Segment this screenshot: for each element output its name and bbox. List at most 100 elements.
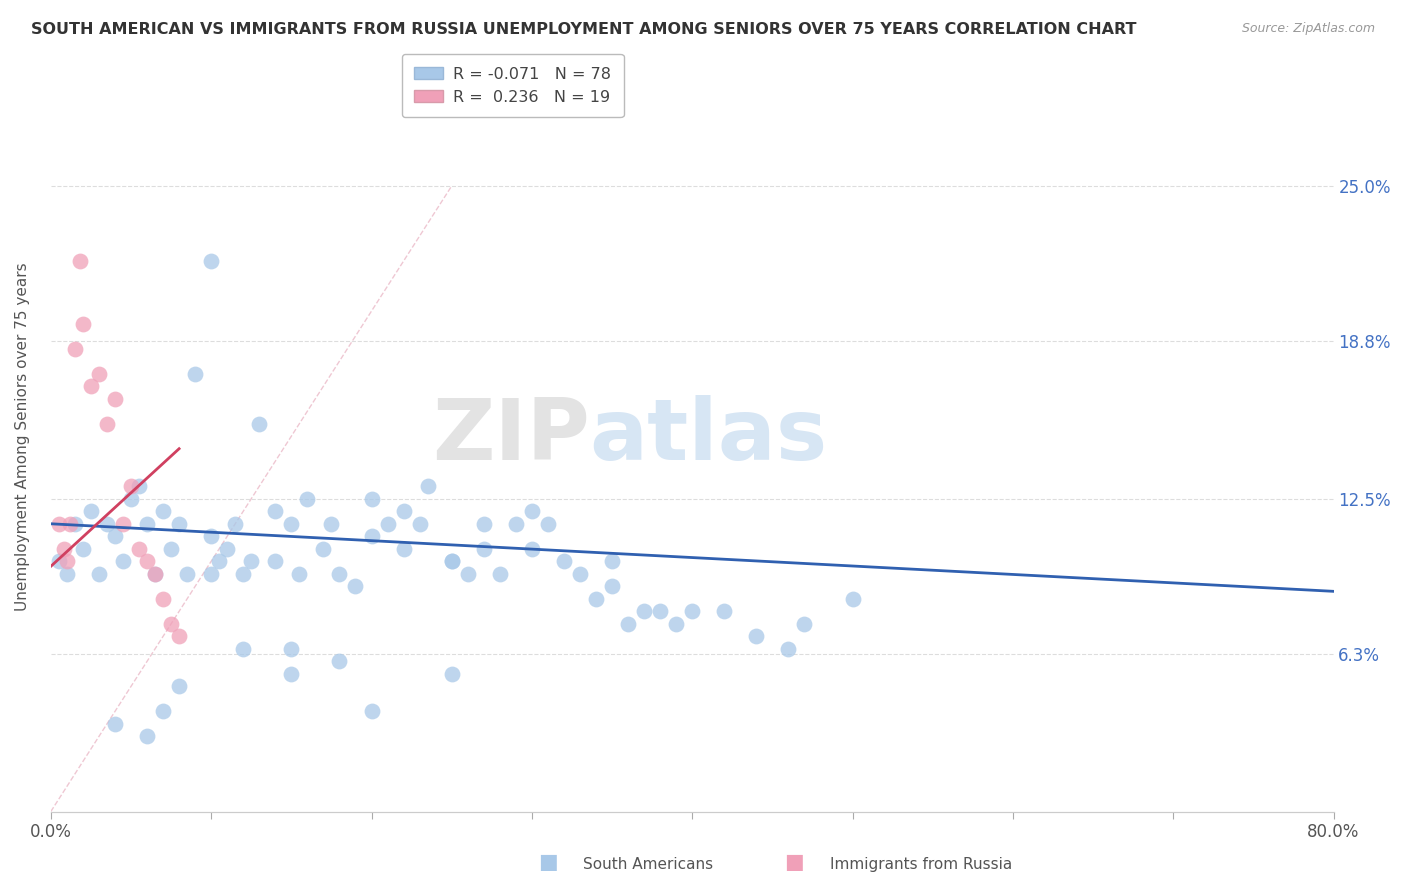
Point — [440, 554, 463, 568]
Point — [104, 529, 127, 543]
Text: atlas: atlas — [589, 394, 828, 478]
Point — [392, 541, 415, 556]
Point — [288, 566, 311, 581]
Point — [111, 554, 134, 568]
Point — [585, 591, 607, 606]
Point — [104, 392, 127, 406]
Point — [128, 541, 150, 556]
Point — [120, 491, 142, 506]
Point — [59, 516, 82, 531]
Point — [681, 604, 703, 618]
Point — [321, 516, 343, 531]
Point — [200, 529, 222, 543]
Point — [408, 516, 430, 531]
Point — [48, 516, 70, 531]
Point — [793, 616, 815, 631]
Point — [297, 491, 319, 506]
Point — [568, 566, 591, 581]
Point — [328, 566, 350, 581]
Point — [841, 591, 863, 606]
Point — [633, 604, 655, 618]
Point — [488, 566, 510, 581]
Text: South Americans: South Americans — [583, 857, 714, 872]
Point — [143, 566, 166, 581]
Point — [120, 479, 142, 493]
Point — [200, 566, 222, 581]
Point — [600, 554, 623, 568]
Point — [136, 554, 159, 568]
Point — [416, 479, 439, 493]
Point — [745, 629, 768, 643]
Point — [56, 566, 79, 581]
Point — [80, 504, 103, 518]
Point — [52, 541, 75, 556]
Point — [440, 554, 463, 568]
Point — [217, 541, 239, 556]
Point — [72, 541, 94, 556]
Point — [136, 516, 159, 531]
Point — [600, 579, 623, 593]
Point — [472, 541, 495, 556]
Point — [96, 516, 118, 531]
Point — [328, 654, 350, 668]
Point — [56, 554, 79, 568]
Point — [280, 516, 302, 531]
Legend: R = -0.071   N = 78, R =  0.236   N = 19: R = -0.071 N = 78, R = 0.236 N = 19 — [402, 54, 623, 118]
Point — [377, 516, 399, 531]
Point — [520, 541, 543, 556]
Text: ZIP: ZIP — [432, 394, 589, 478]
Point — [184, 367, 207, 381]
Point — [713, 604, 735, 618]
Point — [224, 516, 246, 531]
Y-axis label: Unemployment Among Seniors over 75 years: Unemployment Among Seniors over 75 years — [15, 262, 30, 610]
Point — [617, 616, 640, 631]
Point — [648, 604, 671, 618]
Point — [63, 342, 86, 356]
Point — [111, 516, 134, 531]
Point — [152, 504, 174, 518]
Point — [472, 516, 495, 531]
Point — [240, 554, 263, 568]
Text: ■: ■ — [538, 853, 558, 872]
Point — [232, 641, 254, 656]
Text: ■: ■ — [785, 853, 804, 872]
Point — [48, 554, 70, 568]
Point — [72, 317, 94, 331]
Point — [208, 554, 231, 568]
Point — [152, 705, 174, 719]
Point — [280, 666, 302, 681]
Point — [160, 541, 183, 556]
Point — [104, 717, 127, 731]
Point — [247, 417, 270, 431]
Point — [176, 566, 198, 581]
Point — [136, 730, 159, 744]
Point — [160, 616, 183, 631]
Text: Source: ZipAtlas.com: Source: ZipAtlas.com — [1241, 22, 1375, 36]
Point — [96, 417, 118, 431]
Point — [232, 566, 254, 581]
Point — [63, 516, 86, 531]
Point — [80, 379, 103, 393]
Point — [440, 666, 463, 681]
Point — [360, 705, 382, 719]
Point — [520, 504, 543, 518]
Point — [167, 680, 190, 694]
Point — [128, 479, 150, 493]
Point — [553, 554, 575, 568]
Point — [778, 641, 800, 656]
Point — [152, 591, 174, 606]
Point — [69, 254, 91, 268]
Point — [143, 566, 166, 581]
Point — [344, 579, 367, 593]
Point — [200, 254, 222, 268]
Point — [665, 616, 688, 631]
Point — [264, 554, 287, 568]
Point — [392, 504, 415, 518]
Point — [360, 491, 382, 506]
Point — [280, 641, 302, 656]
Point — [167, 516, 190, 531]
Point — [505, 516, 527, 531]
Point — [312, 541, 335, 556]
Point — [87, 566, 110, 581]
Point — [360, 529, 382, 543]
